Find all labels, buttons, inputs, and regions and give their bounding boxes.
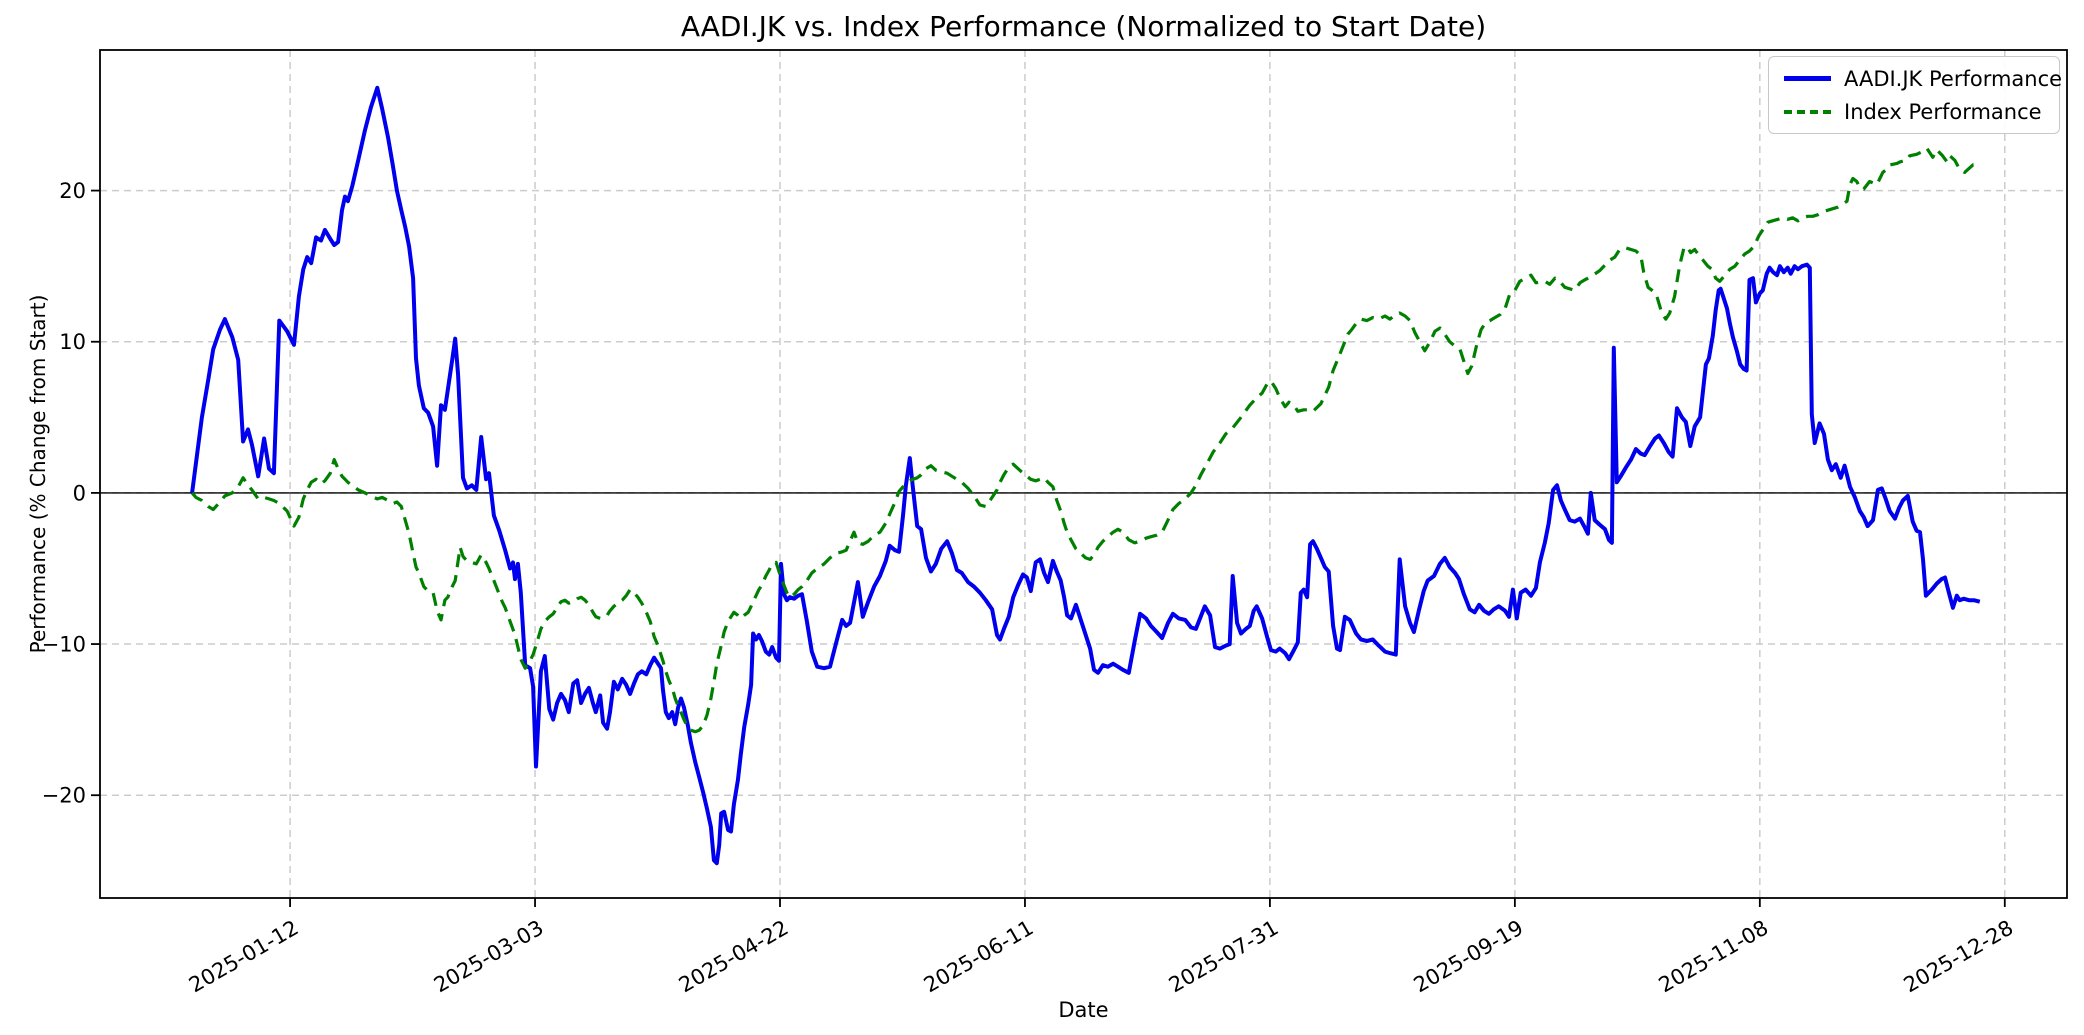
y-tick-label: 20 bbox=[59, 179, 86, 203]
x-tick-label: 2025-06-11 bbox=[920, 916, 1038, 998]
y-axis-label: Performance (% Change from Start) bbox=[26, 294, 50, 654]
x-tick-label: 2025-07-31 bbox=[1165, 916, 1283, 998]
y-tick-label: 10 bbox=[59, 330, 86, 354]
plot-border bbox=[99, 49, 2068, 899]
x-tick-label: 2025-12-28 bbox=[1900, 916, 2018, 998]
legend: AADI.JK Performance Index Performance bbox=[1768, 56, 2063, 134]
y-tick-label: −10 bbox=[42, 633, 86, 657]
legend-item-aadi: AADI.JK Performance bbox=[1784, 66, 2063, 91]
legend-item-index: Index Performance bbox=[1784, 100, 2059, 124]
series-line-index bbox=[190, 146, 1978, 734]
x-tick-label: 2025-03-03 bbox=[430, 916, 548, 998]
y-tick-label: 0 bbox=[73, 481, 86, 505]
legend-solid-line-swatch bbox=[1784, 76, 1831, 81]
y-tick-label: −20 bbox=[42, 784, 86, 808]
x-tick-label: 2025-01-12 bbox=[185, 916, 303, 998]
series-line-aadi bbox=[190, 85, 1981, 866]
x-tick-label: 2025-09-19 bbox=[1410, 916, 1528, 998]
x-tick-label: 2025-11-08 bbox=[1655, 916, 1773, 998]
legend-label: AADI.JK Performance bbox=[1844, 66, 2063, 91]
x-axis-label: Date bbox=[1058, 998, 1109, 1022]
legend-dashed-line-swatch bbox=[1784, 109, 1831, 114]
x-tick-label: 2025-04-22 bbox=[675, 916, 793, 998]
legend-label: Index Performance bbox=[1844, 99, 2042, 124]
chart-title: AADI.JK vs. Index Performance (Normalize… bbox=[680, 10, 1487, 43]
